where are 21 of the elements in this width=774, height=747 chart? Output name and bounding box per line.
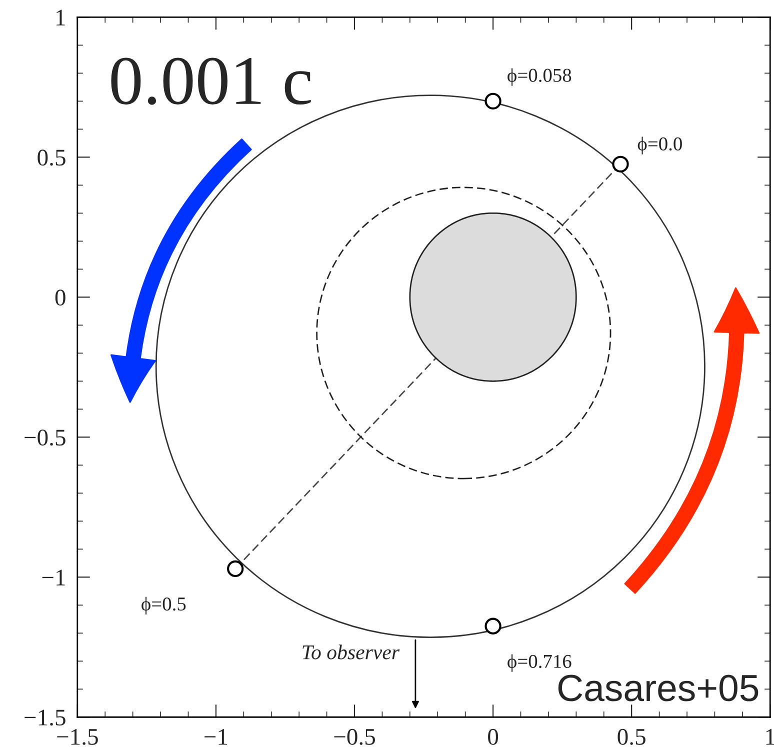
y-tick-label: 1 bbox=[56, 10, 65, 26]
y-tick-label: 0.5 bbox=[38, 150, 66, 166]
x-tick-label: −0.5 bbox=[334, 728, 375, 745]
point bbox=[227, 560, 244, 578]
annotation: Casares+05 bbox=[558, 674, 758, 702]
annotation: ϕ=0.058 bbox=[508, 68, 572, 86]
y-tick-label: 0 bbox=[55, 290, 66, 306]
x-tick-label: 0 bbox=[488, 728, 498, 745]
x-tick-label: −1 bbox=[204, 729, 228, 745]
annotation: 0.001 c bbox=[111, 58, 311, 105]
y-tick-label: −0.5 bbox=[24, 430, 66, 446]
annotation: To observer bbox=[302, 644, 400, 660]
annotation: ϕ=0.0 bbox=[638, 136, 682, 154]
point bbox=[484, 92, 502, 110]
annotation: ϕ=0.716 bbox=[508, 654, 572, 672]
annotation: ϕ=0.5 bbox=[142, 596, 186, 615]
point bbox=[612, 156, 629, 172]
point bbox=[484, 618, 502, 634]
x-tick-label: 0.5 bbox=[618, 728, 646, 745]
y-tick-label: −1.5 bbox=[24, 710, 66, 726]
y-tick-label: −1 bbox=[42, 570, 65, 586]
